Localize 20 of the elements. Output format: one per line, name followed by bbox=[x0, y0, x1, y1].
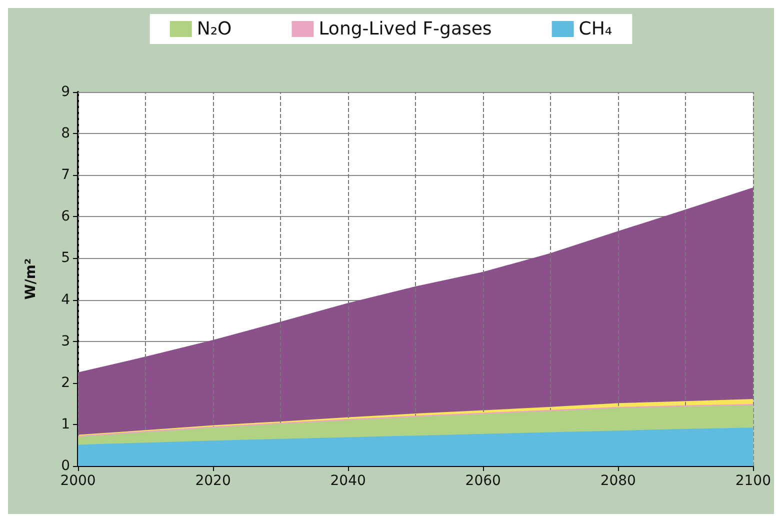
x-tick-label: 2020 bbox=[195, 473, 231, 489]
legend-label: N₂O bbox=[196, 18, 232, 40]
y-tick-label: 3 bbox=[61, 333, 70, 350]
x-tick-label: 2080 bbox=[600, 473, 636, 489]
y-tick-label: 5 bbox=[61, 250, 70, 266]
x-tick-label: 2040 bbox=[330, 473, 366, 489]
y-tick-label: 4 bbox=[61, 292, 70, 308]
legend-label: CH₄ bbox=[578, 18, 612, 40]
y-tick-label: 6 bbox=[61, 208, 70, 225]
y-axis-title: W/m² bbox=[23, 258, 39, 300]
y-tick-label: 0 bbox=[61, 458, 70, 474]
y-tick-label: 2 bbox=[61, 374, 70, 391]
y-tick-label: 1 bbox=[61, 416, 70, 432]
y-tick-label: 9 bbox=[61, 84, 70, 100]
x-tick-label: 2060 bbox=[465, 473, 501, 489]
x-tick-label: 2000 bbox=[60, 473, 96, 489]
y-tick-label: 7 bbox=[61, 167, 70, 184]
y-tick-label: 8 bbox=[61, 126, 70, 142]
x-tick-label: 2100 bbox=[735, 473, 772, 489]
legend-label: Long-Lived F-gases bbox=[318, 18, 492, 40]
